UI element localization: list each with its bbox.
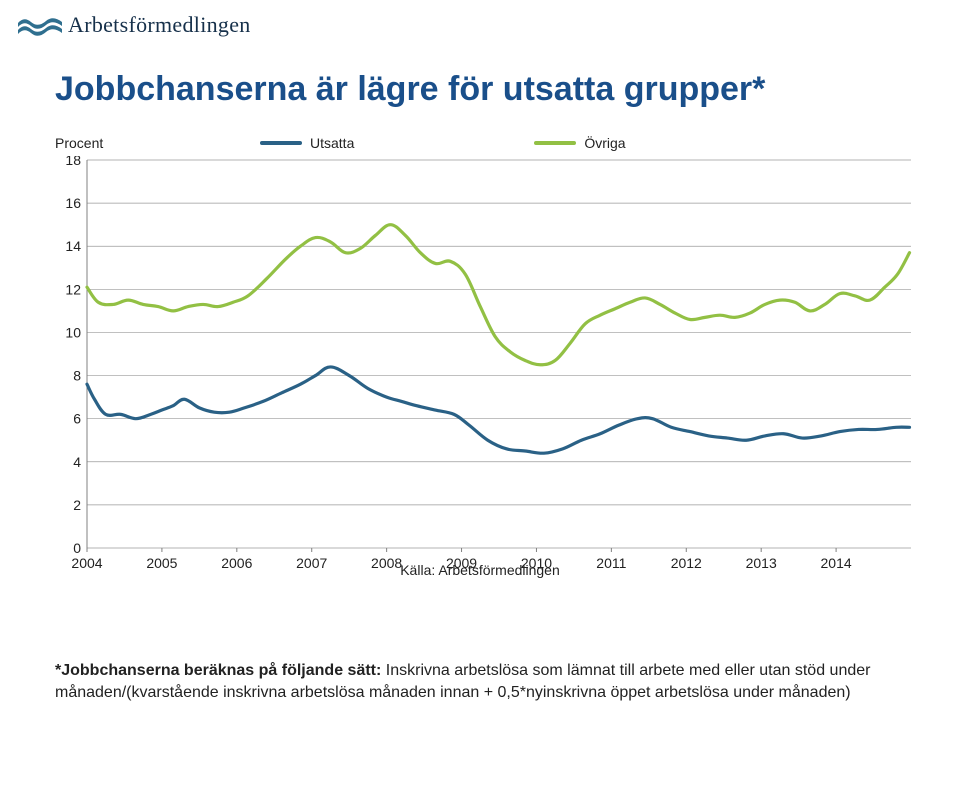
chart-source-label: Källa: Arbetsförmedlingen — [0, 562, 960, 578]
footnote: *Jobbchanserna beräknas på följande sätt… — [55, 660, 925, 703]
svg-text:4: 4 — [73, 454, 81, 470]
wave-icon — [18, 13, 62, 37]
svg-text:14: 14 — [65, 238, 81, 254]
brand-logo: Arbetsförmedlingen — [18, 12, 251, 38]
svg-text:12: 12 — [65, 281, 81, 297]
line-chart: 0246810121416182004200520062007200820092… — [55, 156, 917, 576]
legend-swatch — [260, 141, 302, 145]
legend-label: Övriga — [584, 135, 625, 151]
y-axis-title: Procent — [55, 135, 103, 151]
legend-item-ovriga: Övriga — [534, 135, 625, 151]
footnote-head: *Jobbchanserna beräknas på följande sätt… — [55, 662, 381, 679]
svg-text:10: 10 — [65, 324, 81, 340]
chart-legend: Utsatta Övriga — [260, 135, 806, 151]
legend-item-utsatta: Utsatta — [260, 135, 354, 151]
brand-text: Arbetsförmedlingen — [68, 12, 251, 38]
svg-text:0: 0 — [73, 540, 81, 556]
svg-text:8: 8 — [73, 368, 81, 384]
svg-text:2: 2 — [73, 497, 81, 513]
svg-text:18: 18 — [65, 156, 81, 168]
svg-text:6: 6 — [73, 411, 81, 427]
svg-text:16: 16 — [65, 195, 81, 211]
legend-swatch — [534, 141, 576, 145]
page-title: Jobbchanserna är lägre för utsatta grupp… — [55, 70, 765, 109]
legend-label: Utsatta — [310, 135, 354, 151]
